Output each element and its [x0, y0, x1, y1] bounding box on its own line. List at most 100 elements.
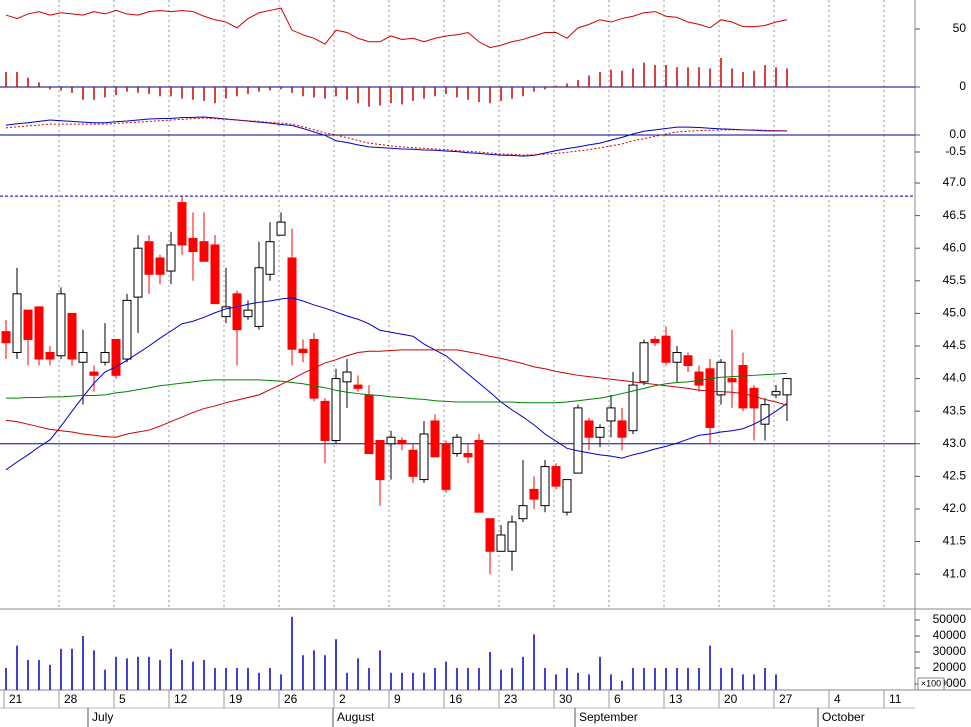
x-tick-label: 19	[229, 692, 243, 706]
volume-bar	[423, 672, 425, 690]
momentum-bar	[632, 68, 634, 88]
candle-body	[342, 371, 352, 383]
momentum-bar	[181, 87, 183, 99]
momentum-bar	[467, 87, 469, 100]
volume-bar	[236, 668, 238, 690]
moving-average	[6, 372, 788, 404]
momentum-bar	[544, 87, 546, 90]
volume-bar	[181, 660, 183, 690]
candle-body	[243, 309, 253, 318]
candle-body	[694, 371, 704, 386]
candle-body	[584, 420, 594, 438]
candle-body	[100, 352, 110, 363]
volume-bar	[93, 650, 95, 690]
momentum-bar	[390, 87, 392, 104]
volume-bar	[280, 674, 282, 690]
momentum-bar	[247, 87, 249, 94]
candle-body	[188, 237, 198, 252]
volume-bar	[676, 668, 678, 690]
candle-body	[716, 361, 726, 396]
x-tick-label: 9	[394, 692, 401, 706]
volume-bar	[60, 648, 62, 690]
momentum-bar	[665, 64, 667, 88]
indicator-line	[5, 7, 788, 49]
volume-bar	[478, 668, 480, 690]
momentum-bar	[71, 87, 73, 93]
y-tick-label: 0	[959, 79, 966, 93]
panel	[0, 195, 915, 575]
momentum-bar	[698, 67, 700, 88]
x-tick-label: 2	[339, 692, 346, 706]
volume-bar	[489, 652, 491, 690]
candle-body	[430, 420, 440, 458]
volume-bar	[456, 668, 458, 690]
volume-bar	[27, 660, 29, 690]
x-tick-label: 26	[284, 692, 298, 706]
momentum-bar	[764, 64, 766, 88]
momentum-bar	[324, 87, 326, 99]
volume-bar	[566, 668, 568, 690]
volume-bar	[533, 634, 535, 690]
candle-body	[177, 202, 187, 246]
momentum-bar	[445, 87, 447, 94]
momentum-bar	[115, 87, 117, 96]
volume-bar	[203, 660, 205, 690]
candle-body	[595, 426, 605, 438]
volume-bar	[599, 656, 601, 690]
candle-body	[562, 479, 572, 513]
candle-body	[672, 352, 682, 363]
candle-body	[683, 355, 693, 367]
volume-bar	[368, 668, 370, 690]
momentum-bar	[258, 87, 260, 92]
volume-bar	[49, 664, 51, 690]
candle-body	[474, 439, 484, 513]
month-label: July	[92, 710, 113, 724]
y-tick-label: 41.5	[943, 534, 967, 548]
volume-bar	[621, 680, 623, 690]
volume-bar	[654, 668, 656, 690]
momentum-bar	[16, 71, 18, 88]
candle-body	[309, 338, 319, 399]
momentum-bar	[588, 75, 590, 88]
momentum-bar	[720, 58, 722, 88]
candle-body	[386, 436, 396, 445]
momentum-bar	[335, 87, 337, 97]
x-tick-label: 12	[174, 692, 188, 706]
y-tick-label: 40000	[933, 628, 967, 642]
panel	[5, 616, 777, 690]
candle-body	[507, 521, 517, 552]
volume-bar	[588, 674, 590, 690]
candle-body	[78, 352, 88, 363]
candle-body	[606, 407, 616, 422]
candle-body	[353, 384, 363, 389]
candle-body	[760, 404, 770, 425]
candle-body	[166, 244, 176, 272]
candle-body	[617, 420, 627, 438]
momentum-bar	[577, 80, 579, 88]
candle-body	[320, 400, 330, 441]
volume-bar	[665, 668, 667, 690]
momentum-bar	[753, 70, 755, 88]
volume-bar	[445, 661, 447, 690]
volume-bar	[324, 655, 326, 690]
y-tick-label: 50000	[933, 612, 967, 626]
y-tick-label: 41.0	[943, 566, 967, 580]
candle-body	[749, 387, 759, 409]
volume-bar	[82, 636, 84, 690]
volume-bar	[247, 668, 249, 690]
volume-bar	[731, 668, 733, 690]
volume-bar	[38, 660, 40, 690]
candle-body	[276, 221, 286, 236]
y-tick-label: -0.5	[945, 144, 966, 158]
volume-bar	[313, 650, 315, 690]
y-tick-label: 0.0	[949, 127, 966, 141]
momentum-bar	[610, 69, 612, 88]
candle-body	[331, 378, 341, 441]
volume-bar	[764, 668, 766, 690]
volume-bar	[170, 648, 172, 690]
candle-body	[111, 338, 121, 376]
y-tick-label: 43.5	[943, 403, 967, 417]
x-tick-label: 30	[559, 692, 573, 706]
momentum-bar	[104, 87, 106, 98]
candle-body	[463, 453, 473, 458]
